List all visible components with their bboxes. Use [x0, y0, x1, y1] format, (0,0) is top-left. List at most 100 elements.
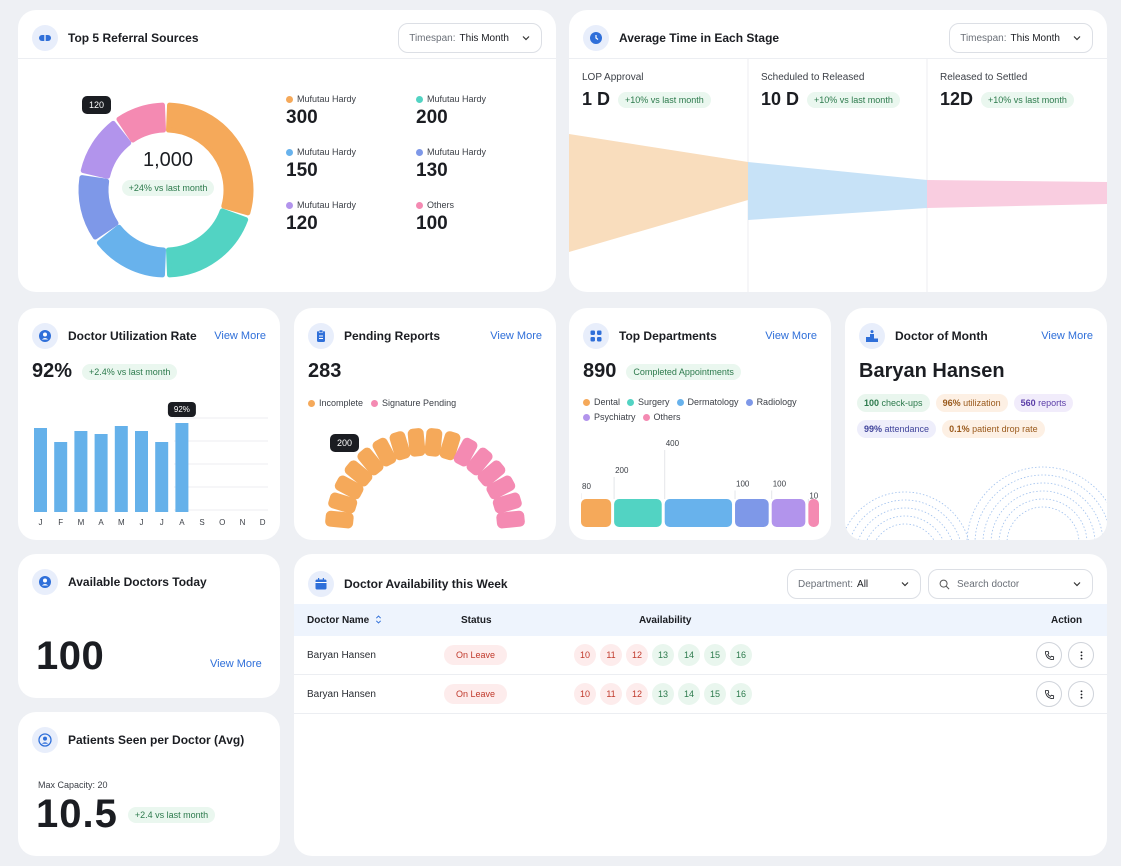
pending-segment[interactable]: [492, 491, 523, 514]
pending-view-more-link[interactable]: View More: [490, 330, 542, 342]
call-button[interactable]: [1036, 642, 1062, 668]
pending-segment[interactable]: [407, 428, 426, 457]
department-bar[interactable]: [808, 499, 819, 527]
availability-day[interactable]: 12: [626, 644, 648, 666]
pending-segment[interactable]: [325, 510, 354, 529]
dom-stat-tag: 100 check-ups: [857, 394, 930, 412]
donut-slice-4[interactable]: [80, 120, 132, 179]
utilization-card: Doctor Utilization Rate View More 92% +2…: [18, 308, 280, 540]
legend-name: Mufutau Hardy: [297, 200, 357, 210]
pending-segment[interactable]: [476, 458, 508, 488]
utilization-bar[interactable]: [175, 423, 189, 512]
pending-segment[interactable]: [485, 474, 517, 501]
department-bar[interactable]: [664, 499, 733, 527]
referral-legend-item: Others 100: [416, 200, 546, 235]
availability-day[interactable]: 11: [600, 644, 622, 666]
legend-value: 300: [286, 107, 318, 128]
pending-segment[interactable]: [452, 436, 479, 468]
department-value: All: [857, 578, 869, 590]
donut-slice-5[interactable]: [116, 102, 166, 143]
availability-day[interactable]: 12: [626, 683, 648, 705]
dom-view-more-link[interactable]: View More: [1041, 330, 1093, 342]
pending-segment[interactable]: [355, 446, 385, 478]
availability-title: Doctor Availability this Week: [344, 577, 508, 591]
utilization-bar[interactable]: [94, 434, 108, 512]
referral-legend: Mufutau Hardy 300 Mufutau Hardy 200 Mufutau …: [286, 94, 546, 235]
availability-day[interactable]: 15: [704, 683, 726, 705]
chevron-down-icon: [1073, 582, 1081, 587]
legend-dot: [627, 399, 635, 407]
legend-label: Others: [416, 200, 546, 210]
dom-stat-label: utilization: [960, 398, 1001, 408]
dom-stat-value: 99%: [864, 424, 883, 434]
legend-dot: [286, 149, 293, 157]
dom-stat-label: patient drop rate: [969, 424, 1038, 434]
legend-label: Incomplete: [319, 398, 364, 408]
utilization-tooltip: [167, 402, 196, 417]
utilization-bar[interactable]: [135, 431, 148, 512]
referral-pill-icon: [32, 25, 58, 51]
availability-day[interactable]: 15: [704, 644, 726, 666]
available-title: Available Doctors Today: [68, 575, 207, 589]
doctor-of-month-card: Doctor of Month View More Baryan Hansen …: [845, 308, 1107, 540]
pending-segment[interactable]: [327, 491, 358, 514]
availability-day[interactable]: 10: [574, 683, 596, 705]
utilization-bar[interactable]: [74, 431, 88, 512]
search-placeholder: Search doctor: [957, 578, 1020, 590]
utilization-view-more-link[interactable]: View More: [214, 330, 266, 342]
month-label: O: [219, 518, 225, 527]
departments-view-more-link[interactable]: View More: [765, 330, 817, 342]
pending-segment[interactable]: [343, 458, 375, 488]
stage-header: Average Time in Each Stage Timespan: Thi…: [583, 23, 1093, 53]
utilization-bar[interactable]: [114, 426, 128, 512]
availability-day[interactable]: 11: [600, 683, 622, 705]
department-bar[interactable]: [771, 499, 806, 527]
department-bar-label: 400: [666, 439, 680, 448]
availability-day[interactable]: 16: [730, 644, 752, 666]
pending-segment[interactable]: [388, 430, 411, 461]
department-select[interactable]: Department: All: [787, 569, 921, 599]
stage-badge: +10% vs last month: [618, 91, 711, 108]
donut-slice-2[interactable]: [96, 224, 166, 278]
col-doctor-name[interactable]: Doctor Name: [307, 615, 382, 626]
donut-slice-1[interactable]: [166, 208, 249, 278]
referral-timespan-select[interactable]: Timespan: This Month: [398, 23, 542, 53]
more-options-button[interactable]: [1068, 681, 1094, 707]
pending-segment[interactable]: [438, 430, 461, 461]
stage-timespan-select[interactable]: Timespan: This Month: [949, 23, 1093, 53]
stage-badge: +10% vs last month: [981, 91, 1074, 108]
pending-segment[interactable]: [371, 436, 398, 468]
legend-dot: [642, 414, 650, 422]
donut-slice-0[interactable]: [166, 102, 254, 216]
dom-stat-tag: 96% utilization: [935, 394, 1008, 412]
availability-day[interactable]: 14: [678, 644, 700, 666]
status-badge: On Leave: [444, 684, 508, 704]
department-bar[interactable]: [581, 499, 612, 527]
availability-day[interactable]: 16: [730, 683, 752, 705]
more-vertical-icon: [1080, 650, 1082, 660]
call-button[interactable]: [1036, 681, 1062, 707]
availability-day[interactable]: 10: [574, 644, 596, 666]
dept-legend-item: Others: [642, 412, 681, 422]
availability-day[interactable]: 13: [652, 644, 674, 666]
dept-legend-item: Surgery: [627, 397, 670, 407]
donut-slice-3[interactable]: [78, 175, 119, 240]
more-options-button[interactable]: [1068, 642, 1094, 668]
pending-segment[interactable]: [333, 474, 365, 501]
department-bar[interactable]: [614, 499, 662, 527]
availability-day[interactable]: 14: [678, 683, 700, 705]
search-doctor-field[interactable]: Search doctor: [928, 569, 1093, 599]
utilization-bar[interactable]: [54, 442, 68, 512]
pending-segment[interactable]: [424, 428, 443, 457]
dom-stat-tag: 0.1% patient drop rate: [942, 420, 1045, 438]
table-row: Baryan Hansen On Leave 10 11 12 13 14 15 16: [294, 675, 1107, 714]
pending-segment[interactable]: [464, 446, 494, 478]
donut-tooltip-value: 120: [89, 100, 105, 110]
available-view-more-link[interactable]: View More: [210, 658, 262, 670]
utilization-bar[interactable]: [34, 428, 47, 512]
availability-rows: Baryan Hansen On Leave 10 11 12 13 14 15 16 Barya…: [294, 636, 1107, 714]
utilization-bar[interactable]: [155, 442, 169, 512]
department-bar[interactable]: [735, 499, 769, 527]
availability-day[interactable]: 13: [652, 683, 674, 705]
pending-segment[interactable]: [496, 510, 525, 529]
